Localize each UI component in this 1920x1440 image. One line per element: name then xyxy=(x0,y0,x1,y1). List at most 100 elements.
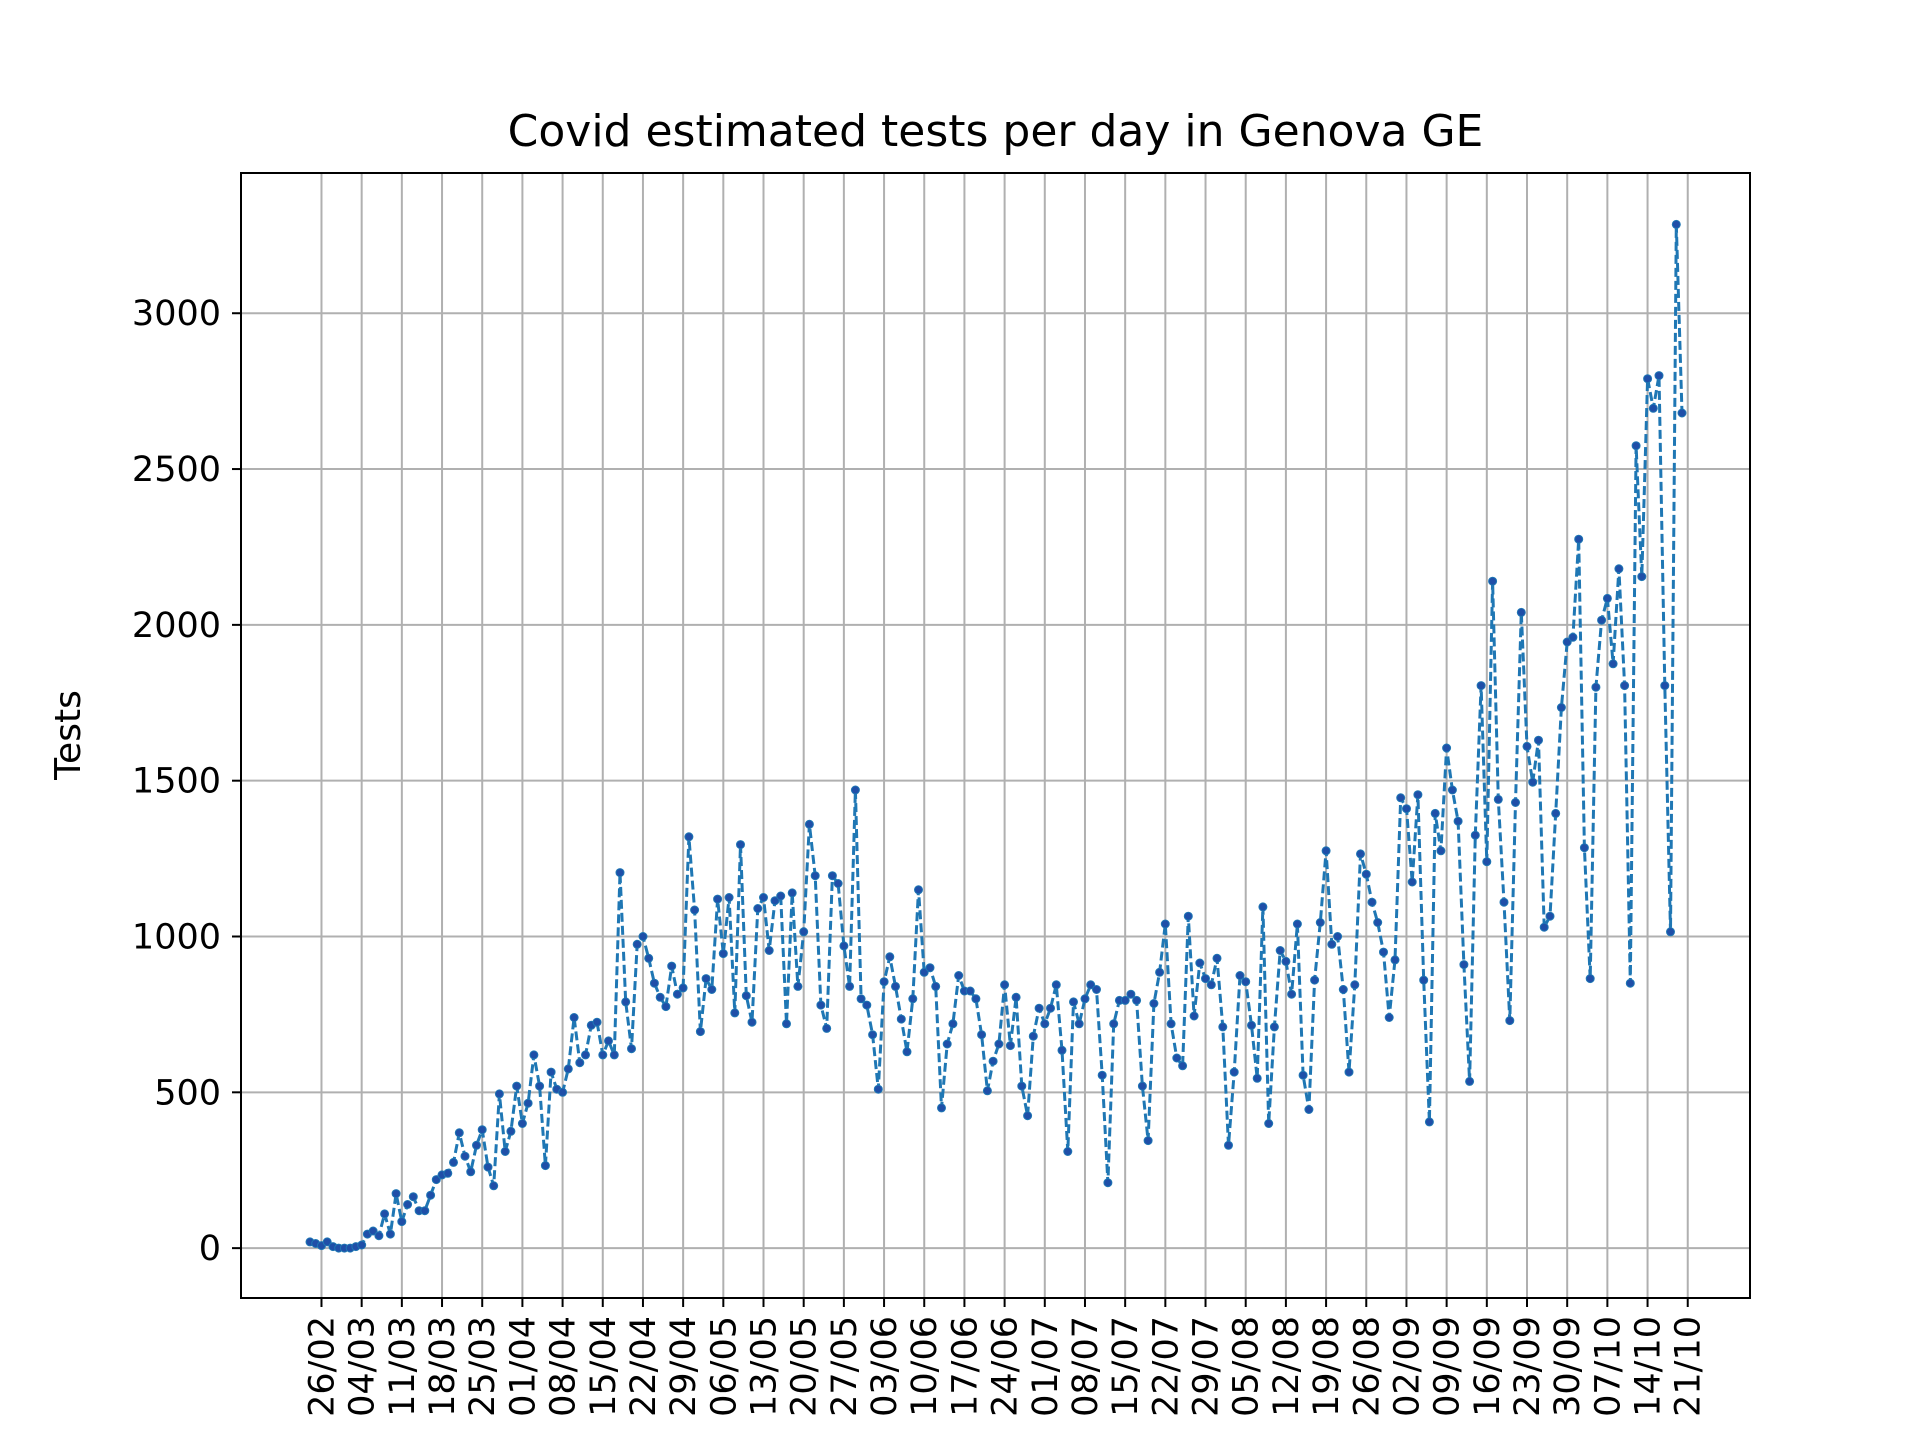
data-point xyxy=(1097,1070,1107,1080)
data-point xyxy=(1229,1067,1239,1077)
data-point xyxy=(1476,681,1486,691)
data-point xyxy=(718,949,728,959)
data-point xyxy=(1677,408,1687,418)
data-point xyxy=(816,1000,826,1010)
data-point xyxy=(575,1058,585,1068)
data-point xyxy=(1516,607,1526,617)
data-point xyxy=(1597,615,1607,625)
data-point xyxy=(615,868,625,878)
data-point xyxy=(1063,1147,1073,1156)
data-point xyxy=(948,1019,958,1029)
data-point xyxy=(1447,785,1457,795)
data-point xyxy=(736,840,745,850)
data-point xyxy=(994,1039,1004,1049)
data-point xyxy=(850,785,860,795)
data-point xyxy=(1298,1070,1308,1080)
data-point xyxy=(1602,593,1612,603)
x-tick-label: 04/03 xyxy=(343,1316,383,1417)
data-point xyxy=(925,963,935,973)
data-point xyxy=(1551,808,1561,818)
data-point xyxy=(799,927,809,937)
data-point xyxy=(782,1019,791,1029)
data-point xyxy=(489,1181,499,1191)
data-point xyxy=(1424,1117,1434,1127)
data-point xyxy=(1189,1011,1199,1021)
data-point xyxy=(1195,958,1205,968)
data-point xyxy=(1453,816,1463,826)
data-point xyxy=(1545,911,1555,921)
data-point xyxy=(1080,994,1090,1004)
data-point xyxy=(1344,1067,1354,1077)
data-point xyxy=(1625,978,1635,988)
data-point xyxy=(971,994,981,1004)
data-point xyxy=(466,1167,476,1177)
data-point xyxy=(1315,918,1325,927)
data-point xyxy=(1074,1019,1084,1029)
data-point xyxy=(741,991,751,1001)
data-point xyxy=(649,978,659,988)
data-point xyxy=(1367,897,1377,907)
data-point xyxy=(1614,564,1624,574)
data-point xyxy=(477,1125,487,1135)
x-tick-label: 06/05 xyxy=(704,1316,744,1417)
data-point xyxy=(1172,1053,1182,1063)
data-point xyxy=(931,981,941,991)
data-point xyxy=(1413,790,1423,800)
data-point xyxy=(1534,735,1543,745)
data-point xyxy=(1178,1061,1188,1071)
data-point xyxy=(1482,857,1492,867)
x-tick-label: 20/05 xyxy=(785,1316,825,1417)
data-point xyxy=(1396,793,1406,803)
data-point xyxy=(770,896,780,906)
data-point xyxy=(1086,980,1096,990)
data-point xyxy=(1556,703,1566,712)
x-tick-label: 11/03 xyxy=(383,1316,423,1417)
chart-title: Covid estimated tests per day in Genova … xyxy=(508,106,1484,157)
x-tick-label: 22/07 xyxy=(1146,1316,1186,1417)
x-tick-label: 05/08 xyxy=(1227,1316,1267,1417)
x-tick-label: 29/04 xyxy=(664,1316,704,1417)
data-point xyxy=(540,1161,550,1171)
data-point xyxy=(1430,808,1440,818)
x-tick-label: 02/09 xyxy=(1387,1316,1427,1417)
data-point xyxy=(1407,877,1417,887)
data-point xyxy=(385,1229,395,1239)
y-tick-label: 3000 xyxy=(132,294,221,334)
data-point xyxy=(1057,1045,1067,1055)
x-tick-label: 03/06 xyxy=(865,1316,905,1417)
data-point xyxy=(965,986,975,996)
data-point xyxy=(1585,974,1595,984)
data-point xyxy=(1505,1016,1515,1026)
data-point xyxy=(1499,897,1509,907)
data-point xyxy=(391,1189,401,1199)
data-point xyxy=(690,905,700,915)
data-point xyxy=(609,1050,619,1060)
data-point xyxy=(1212,953,1222,963)
y-tick-label: 1500 xyxy=(132,762,221,802)
plot-frame xyxy=(240,172,1751,1299)
data-point xyxy=(1235,971,1245,980)
data-point xyxy=(1160,919,1170,929)
data-point xyxy=(1023,1111,1033,1121)
data-point xyxy=(1218,1022,1228,1032)
data-point xyxy=(793,981,803,991)
data-point xyxy=(908,994,918,1004)
data-point xyxy=(873,1084,883,1094)
data-point xyxy=(1040,1019,1050,1029)
data-point xyxy=(1258,902,1268,912)
data-point xyxy=(1149,999,1159,1008)
data-point xyxy=(500,1147,510,1156)
x-tick-label: 21/10 xyxy=(1669,1316,1709,1417)
data-point xyxy=(517,1119,527,1128)
data-point xyxy=(1373,918,1383,927)
data-point xyxy=(942,1039,952,1049)
data-point xyxy=(535,1081,545,1091)
data-point xyxy=(977,1030,987,1040)
data-point xyxy=(753,904,763,913)
data-point xyxy=(982,1086,992,1096)
data-point xyxy=(1321,846,1331,856)
data-point xyxy=(1069,997,1078,1007)
data-point xyxy=(1224,1140,1233,1150)
data-point xyxy=(1051,980,1061,990)
